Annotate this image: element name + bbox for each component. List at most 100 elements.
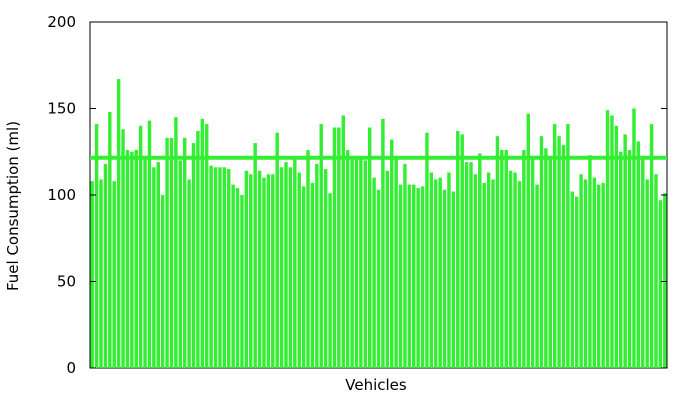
bar bbox=[451, 191, 456, 368]
bar bbox=[99, 179, 103, 368]
bar bbox=[495, 136, 500, 368]
bar bbox=[143, 158, 147, 368]
bar bbox=[566, 124, 570, 368]
bar bbox=[108, 111, 112, 369]
bar bbox=[632, 108, 636, 368]
bar bbox=[178, 160, 183, 368]
bar bbox=[500, 150, 504, 368]
bar bbox=[610, 115, 614, 368]
bar bbox=[191, 143, 196, 368]
bar bbox=[121, 129, 125, 368]
bar bbox=[535, 184, 539, 368]
bar bbox=[579, 174, 583, 368]
bar bbox=[297, 172, 301, 368]
bar bbox=[187, 179, 191, 368]
bar bbox=[588, 155, 592, 368]
bar bbox=[332, 127, 337, 368]
bar bbox=[372, 177, 376, 368]
bar bbox=[262, 177, 266, 368]
bar bbox=[464, 162, 469, 368]
bar bbox=[504, 150, 508, 368]
bar bbox=[442, 189, 447, 368]
bar bbox=[169, 137, 174, 368]
bar bbox=[636, 141, 641, 368]
bar bbox=[544, 148, 548, 368]
bar bbox=[425, 132, 429, 368]
bar bbox=[341, 115, 345, 368]
bar bbox=[403, 163, 407, 368]
bar bbox=[130, 151, 134, 368]
bar bbox=[412, 184, 416, 368]
bar bbox=[526, 113, 530, 368]
bar bbox=[539, 136, 544, 368]
bar bbox=[416, 188, 420, 368]
bar bbox=[103, 163, 108, 368]
y-tick-label: 50 bbox=[57, 273, 76, 291]
bar bbox=[134, 150, 138, 368]
bar bbox=[222, 167, 227, 368]
bar bbox=[513, 172, 517, 368]
bar bbox=[561, 144, 566, 368]
bar bbox=[165, 137, 169, 368]
bar bbox=[266, 174, 271, 368]
bar bbox=[160, 195, 165, 368]
bar bbox=[227, 169, 231, 368]
bar bbox=[429, 172, 434, 368]
bar bbox=[231, 184, 235, 368]
bar bbox=[605, 110, 610, 368]
bar bbox=[293, 158, 297, 368]
bar bbox=[592, 177, 597, 368]
bar bbox=[200, 118, 205, 368]
bar bbox=[420, 186, 425, 368]
bar bbox=[548, 156, 552, 368]
bar bbox=[275, 132, 279, 368]
bar bbox=[645, 179, 649, 368]
bar bbox=[218, 167, 222, 368]
bar bbox=[363, 160, 368, 368]
y-axis-title: Fuel Consumption (ml) bbox=[4, 121, 22, 291]
bar bbox=[337, 127, 341, 368]
bar bbox=[597, 184, 601, 368]
bar bbox=[649, 124, 654, 368]
bar bbox=[557, 136, 561, 368]
bar bbox=[205, 124, 209, 368]
bar bbox=[138, 125, 143, 368]
bar bbox=[116, 79, 121, 368]
bar bbox=[654, 174, 658, 368]
bar bbox=[517, 181, 522, 368]
bar bbox=[271, 174, 275, 368]
bar bbox=[350, 156, 354, 368]
bar bbox=[152, 167, 156, 368]
bar bbox=[328, 193, 332, 368]
bar bbox=[367, 127, 372, 368]
bar bbox=[209, 165, 213, 368]
bar bbox=[94, 124, 99, 368]
bar bbox=[482, 182, 486, 368]
y-tick-label: 100 bbox=[47, 186, 76, 204]
bar bbox=[469, 162, 473, 368]
bar bbox=[390, 139, 394, 368]
bar bbox=[663, 193, 667, 368]
bar bbox=[456, 130, 460, 368]
bar bbox=[112, 181, 116, 368]
bar bbox=[323, 169, 328, 368]
bar bbox=[583, 179, 588, 368]
bar bbox=[601, 182, 605, 368]
bar bbox=[249, 174, 253, 368]
bar bbox=[174, 117, 178, 369]
bar bbox=[438, 177, 442, 368]
bar bbox=[385, 170, 390, 368]
bar bbox=[530, 158, 535, 368]
bar bbox=[508, 170, 513, 368]
bar bbox=[156, 162, 160, 368]
y-tick-label: 200 bbox=[47, 13, 76, 31]
bar bbox=[478, 153, 482, 368]
bar bbox=[434, 179, 438, 368]
bar bbox=[90, 181, 94, 368]
y-tick-label: 150 bbox=[47, 100, 76, 118]
y-axis-ticks: 0 50 100 150 200 bbox=[47, 13, 667, 377]
bar bbox=[623, 134, 627, 368]
bar bbox=[306, 150, 310, 368]
bar bbox=[235, 188, 240, 368]
